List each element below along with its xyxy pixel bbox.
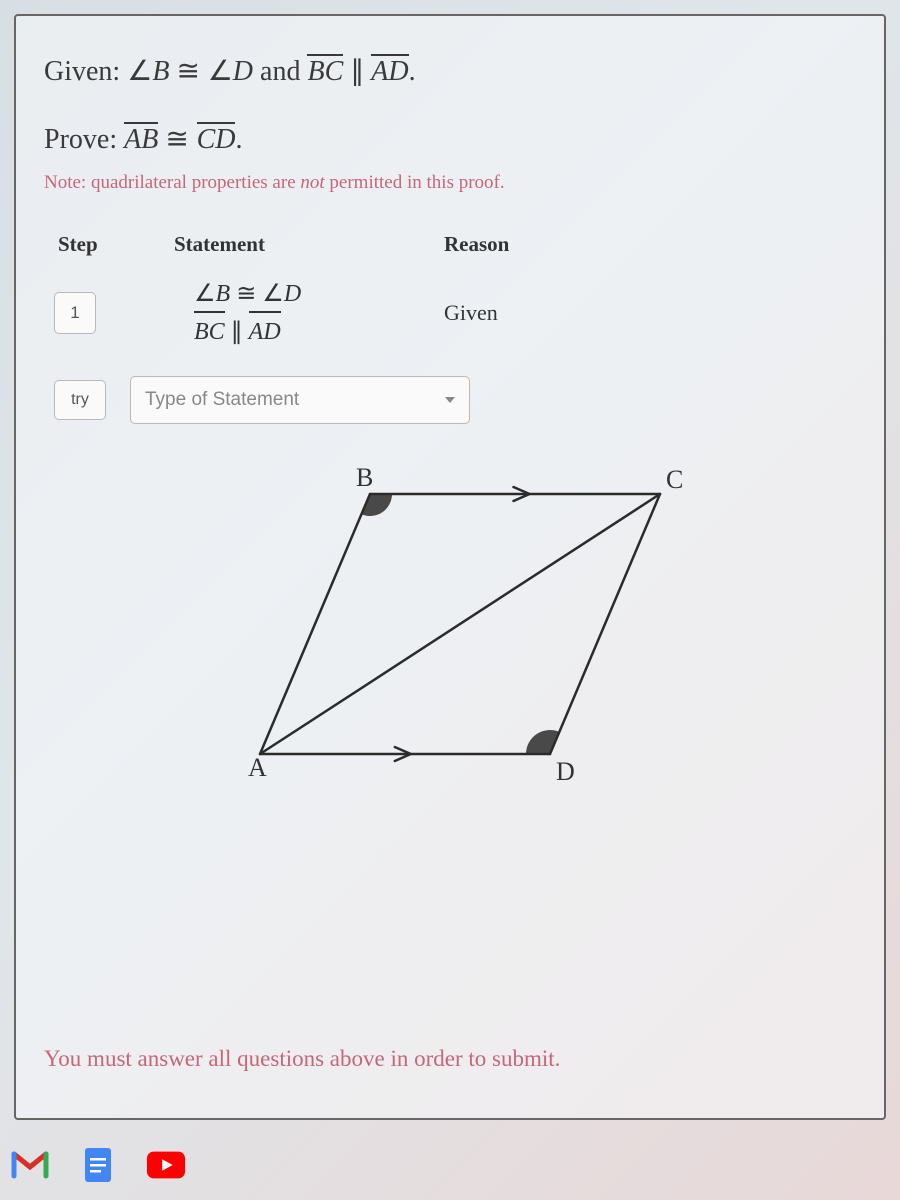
youtube-icon[interactable] bbox=[146, 1145, 186, 1185]
proof-row-1: 1 ∠B ≅ ∠D BC ∥ AD Given bbox=[44, 275, 856, 352]
given-prefix: Given: bbox=[44, 56, 127, 87]
svg-text:B: B bbox=[356, 464, 373, 492]
try-button[interactable]: try bbox=[54, 380, 106, 420]
taskbar bbox=[0, 1130, 186, 1200]
reason-cell: Given bbox=[444, 300, 498, 326]
angle-b: ∠B bbox=[127, 56, 169, 87]
segment-ab: AB bbox=[124, 124, 158, 156]
svg-text:A: A bbox=[248, 753, 267, 782]
statement-line-2: BC ∥ AD bbox=[194, 313, 444, 351]
statement-line-1: ∠B ≅ ∠D bbox=[194, 275, 444, 313]
congruent-symbol: ≅ bbox=[176, 55, 207, 86]
angle-d: ∠D bbox=[208, 56, 253, 87]
gmail-icon[interactable] bbox=[10, 1145, 50, 1185]
step-number-chip[interactable]: 1 bbox=[54, 292, 96, 334]
statement-cell: ∠B ≅ ∠D BC ∥ AD bbox=[174, 275, 444, 352]
svg-text:D: D bbox=[556, 757, 575, 786]
prove-statement: Prove: AB ≅ CD. bbox=[44, 122, 856, 156]
dropdown-placeholder: Type of Statement bbox=[145, 389, 299, 411]
header-step: Step bbox=[44, 232, 174, 257]
content-frame: Given: ∠B ≅ ∠D and BC ∥ AD. Prove: AB ≅ … bbox=[14, 14, 886, 1120]
header-reason: Reason bbox=[444, 232, 856, 257]
segment-bc: BC bbox=[307, 56, 343, 88]
docs-icon[interactable] bbox=[78, 1145, 118, 1185]
prove-prefix: Prove: bbox=[44, 124, 124, 155]
type-of-statement-dropdown[interactable]: Type of Statement bbox=[130, 376, 470, 424]
proof-table-header: Step Statement Reason bbox=[44, 224, 856, 275]
segment-cd: CD bbox=[197, 124, 236, 156]
given-statement: Given: ∠B ≅ ∠D and BC ∥ AD. bbox=[44, 54, 856, 88]
figure-container: A B C D bbox=[44, 464, 856, 794]
geometry-figure: A B C D bbox=[200, 464, 700, 794]
note-text: Note: quadrilateral properties are not p… bbox=[44, 172, 856, 194]
submit-warning: You must answer all questions above in o… bbox=[44, 1046, 856, 1072]
svg-text:C: C bbox=[666, 465, 683, 494]
segment-ad: AD bbox=[371, 56, 408, 88]
header-statement: Statement bbox=[174, 232, 444, 257]
and-word: and bbox=[260, 56, 307, 87]
proof-row-try: try Type of Statement bbox=[44, 376, 856, 424]
parallel-symbol: ∥ bbox=[350, 56, 371, 87]
chevron-down-icon bbox=[445, 397, 455, 403]
congruent-symbol: ≅ bbox=[165, 123, 196, 154]
